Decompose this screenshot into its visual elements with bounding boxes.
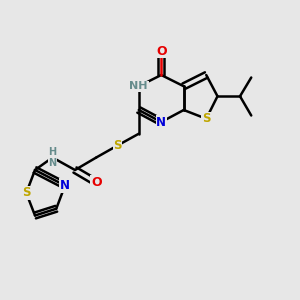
Text: S: S [113,139,122,152]
Text: N: N [60,179,70,192]
Text: O: O [91,176,102,189]
Text: H
N: H N [48,147,57,168]
Text: O: O [156,45,166,58]
Text: S: S [22,187,31,200]
Text: N: N [156,116,166,128]
Text: S: S [202,112,211,125]
Text: NH: NH [130,81,148,91]
